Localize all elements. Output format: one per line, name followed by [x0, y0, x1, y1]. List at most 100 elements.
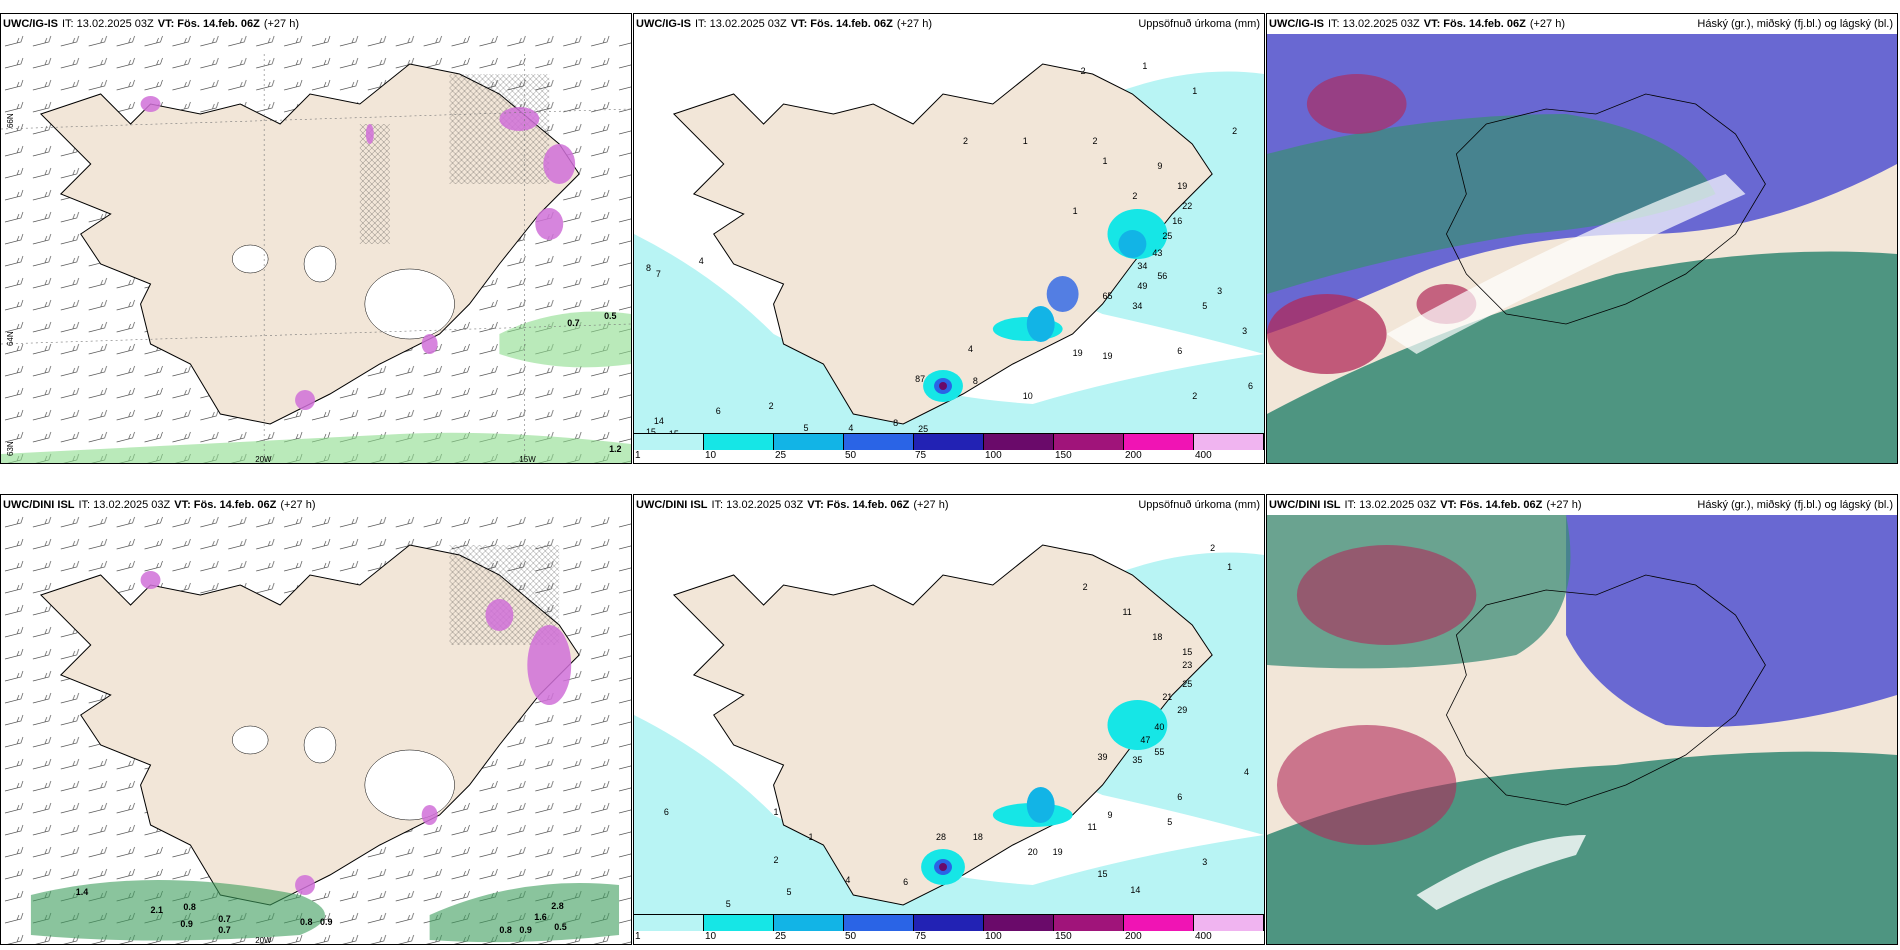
precip-value: 14: [654, 416, 664, 426]
iceland-land: [672, 63, 1213, 425]
precip-value: 0.9: [320, 917, 332, 927]
legend-label: 200: [1125, 931, 1142, 942]
panel-header: UWC/IG-IS IT: 13.02.2025 03Z VT: Fös. 14.f…: [1, 14, 631, 34]
map-accum-precip: 2 1 2 11 18 15 23 25 21 29 40 47 55 35 3…: [634, 515, 1264, 916]
precip-value: 6: [1248, 381, 1253, 391]
map-cloud-cover: [1267, 515, 1897, 944]
precip-value: 22: [1182, 201, 1192, 211]
map-cloud-cover: [1267, 34, 1897, 463]
precip-value: 18: [1152, 632, 1162, 642]
precip-value: 55: [1154, 747, 1164, 757]
precip-value: 19: [1053, 847, 1063, 857]
map-svg: [1267, 515, 1897, 944]
precip-value: 6: [1177, 346, 1182, 356]
legend-label: 75: [915, 450, 927, 461]
legend-swatch: [1194, 434, 1264, 450]
legend-label: 100: [985, 450, 1002, 461]
valid-time: VT: Fös. 14.feb. 06Z: [157, 18, 260, 30]
precip-value: 4: [699, 256, 704, 266]
legend-swatch: [844, 915, 914, 931]
precip-value: 25: [1182, 679, 1192, 689]
precip-value: 5: [1202, 301, 1207, 311]
legend-label: 50: [845, 931, 857, 942]
precip-value: 19: [1103, 351, 1113, 361]
init-time: IT: 13.02.2025 03Z: [78, 499, 171, 511]
legend-swatch: [984, 434, 1054, 450]
panel-top-mid-accum-precip: UWC/IG-IS IT: 13.02.2025 03Z VT: Fös. 14.f…: [633, 13, 1265, 464]
legend-swatch: [914, 434, 984, 450]
precip-value: 7: [656, 269, 661, 279]
precip-value: 0.8: [499, 925, 511, 935]
lead-time: (+27 h): [1529, 18, 1565, 30]
map-svg: 66N 64N 63N 20W 15W 0.5 0.7 1.2: [1, 34, 631, 463]
precip-value: 18: [973, 832, 983, 842]
legend-label: 100: [985, 931, 1002, 942]
panel-bot-left-wind: UWC/DINI ISL IT: 13.02.2025 03Z VT: Fös. 1…: [0, 494, 632, 945]
green-precip-areas: [30, 880, 620, 943]
legend-label: 400: [1195, 931, 1212, 942]
map-wind-precip: 1.4 2.1 0.8 0.7 0.9 0.7 0.8 0.9 2.8 1.6 …: [1, 515, 631, 944]
model-name: UWC/IG-IS: [636, 18, 691, 30]
init-time: IT: 13.02.2025 03Z: [695, 18, 787, 30]
legend-label: 50: [845, 450, 857, 461]
legend-swatch: [774, 915, 844, 931]
legend-label: 150: [1055, 931, 1072, 942]
legend-labels: 1 10 25 50 75 100 150 200 400: [634, 450, 1264, 462]
legend-swatch: [984, 915, 1054, 931]
precip-value: 1.4: [76, 887, 88, 897]
panel-header: UWC/IG-IS IT: 13.02.2025 03Z VT: Fös. 14.f…: [1267, 14, 1897, 34]
iceland-land: [39, 63, 580, 425]
precip-value: 23: [1182, 660, 1192, 670]
lead-time: (+27 h): [263, 18, 299, 30]
precip-value: 49: [1137, 281, 1147, 291]
precip-value: 35: [1132, 755, 1142, 765]
model-name: UWC/DINI ISL: [3, 499, 75, 511]
legend-labels: 1 10 25 50 75 100 150 200 400: [634, 931, 1264, 943]
precip-value: 2: [769, 401, 774, 411]
panel-header: UWC/DINI ISL IT: 13.02.2025 03Z VT: Fös. 1…: [1267, 495, 1897, 515]
legend-label: 75: [915, 931, 927, 942]
precip-value: 1.6: [534, 912, 546, 922]
precip-value: 40: [1154, 722, 1164, 732]
precip-value: 9: [1157, 161, 1162, 171]
precip-value: 3: [1242, 326, 1247, 336]
precip-value: 19: [1073, 348, 1083, 358]
precip-value: 0.7: [567, 318, 579, 328]
iceland-land: [39, 544, 580, 906]
precip-value: 6: [1177, 792, 1182, 802]
precip-value: 1: [1142, 61, 1147, 71]
map-accum-precip: 2 1 1 1 2 1 2 2 2 1 9 19 22 16 25 43 34 …: [634, 34, 1264, 435]
valid-time: VT: Fös. 14.feb. 06Z: [1423, 18, 1526, 30]
axis-lat-66: 66N: [6, 113, 15, 128]
precip-value: 0.7: [218, 925, 230, 935]
field-title: Uppsöfnuð úrkoma (mm): [1138, 18, 1260, 30]
precip-value: 1: [1023, 136, 1028, 146]
legend-swatch: [1124, 434, 1194, 450]
precip-value: 0.9: [180, 919, 192, 929]
snow-precip-areas: [140, 571, 572, 895]
precip-value: 1: [1073, 206, 1078, 216]
legend-label: 25: [775, 931, 787, 942]
legend-swatch: [914, 915, 984, 931]
field-title: Uppsöfnuð úrkoma (mm): [1138, 499, 1260, 511]
lead-time: (+27 h): [280, 499, 316, 511]
legend-label: 1: [635, 450, 641, 461]
precip-value: 2: [1081, 66, 1086, 76]
precip-value: 4: [848, 423, 853, 433]
precip-value: 8: [973, 376, 978, 386]
precip-value: 11: [1088, 822, 1097, 832]
precip-value: 43: [1152, 248, 1162, 258]
precip-value: 21: [1162, 692, 1172, 702]
legend-swatch: [774, 434, 844, 450]
precip-value: 6: [903, 877, 908, 887]
model-name: UWC/DINI ISL: [636, 499, 708, 511]
precip-value: 2: [1083, 582, 1088, 592]
legend-label: 200: [1125, 450, 1142, 461]
init-time: IT: 13.02.2025 03Z: [1328, 18, 1420, 30]
precip-value: 15: [646, 427, 656, 435]
precip-value: 15: [1182, 647, 1192, 657]
precip-value: 15: [1098, 869, 1108, 879]
precip-value: 1: [1103, 156, 1108, 166]
precip-value: 1.2: [609, 444, 621, 454]
field-title: Háský (gr.), miðský (fj.bl.) og lágský (…: [1697, 499, 1893, 511]
